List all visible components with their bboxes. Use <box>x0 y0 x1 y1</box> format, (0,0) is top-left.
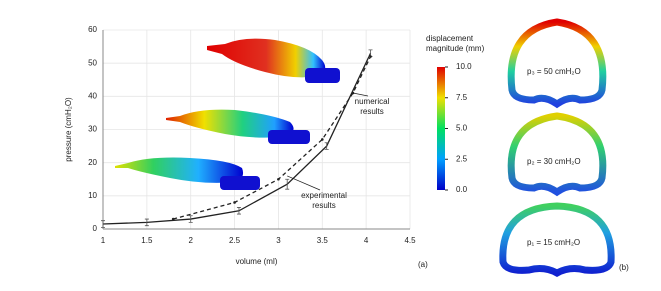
colorbar-tick-label: 2.5 <box>456 154 468 163</box>
x-tick-label: 3.5 <box>317 236 329 245</box>
y-tick-label: 40 <box>88 91 97 100</box>
panel-label: (a) <box>418 260 428 269</box>
error-bar <box>101 220 105 228</box>
x-tick-label: 2 <box>188 236 193 245</box>
y-tick-label: 30 <box>88 125 97 134</box>
marker <box>233 201 236 204</box>
colorbar-tick-label: 0.0 <box>456 185 468 194</box>
colorbar-tick-label: 10.0 <box>456 62 472 71</box>
x-tick-label: 1.5 <box>141 236 153 245</box>
marker <box>351 91 355 95</box>
colorbar-title: magnitude (mm) <box>426 44 485 53</box>
series-label: experimental results <box>301 191 347 210</box>
x-axis-label: volume (ml) <box>236 257 278 266</box>
error-bar <box>324 142 329 150</box>
y-tick-label: 60 <box>88 25 97 34</box>
pressure-label: p₂ = 30 cmH₂O <box>527 157 581 166</box>
marker <box>320 138 324 141</box>
y-axis-label: pressure (cmH₂O) <box>64 97 73 162</box>
error-bar <box>188 215 193 223</box>
error-bar <box>236 207 241 215</box>
marker <box>277 177 280 181</box>
annotation-arrow <box>287 175 321 191</box>
cross-sections <box>499 18 615 277</box>
x-tick-label: 2.5 <box>229 236 241 245</box>
model-renderings <box>115 38 340 190</box>
colorbar-tick-label: 5.0 <box>456 124 468 133</box>
x-tick-label: 4 <box>364 236 369 245</box>
error-bar <box>285 178 290 190</box>
error-bar <box>144 218 149 227</box>
x-tick-label: 4.5 <box>404 236 416 245</box>
colorbar-title: displacement <box>426 34 474 43</box>
y-tick-label: 10 <box>88 191 97 200</box>
y-tick-label: 50 <box>88 58 97 67</box>
series-label: numerical results <box>355 97 390 116</box>
x-tick-label: 1 <box>101 236 106 245</box>
colorbar-tick-label: 7.5 <box>456 93 468 102</box>
y-tick-label: 0 <box>93 224 98 233</box>
marker <box>171 217 175 221</box>
pressure-label: p₃ = 50 cmH₂O <box>527 67 581 76</box>
y-tick-label: 20 <box>88 158 97 167</box>
colorbar <box>437 67 445 190</box>
x-tick-label: 3 <box>276 236 281 245</box>
panel-label: (b) <box>619 263 629 272</box>
annotation-arrow <box>352 92 369 97</box>
series-line <box>173 56 372 220</box>
pressure-label: p₁ = 15 cmH₂O <box>527 238 580 247</box>
marker <box>369 55 372 58</box>
